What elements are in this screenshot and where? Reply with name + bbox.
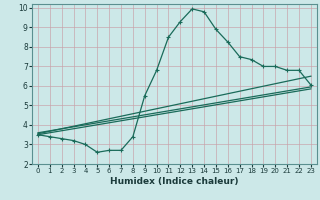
X-axis label: Humidex (Indice chaleur): Humidex (Indice chaleur) [110, 177, 239, 186]
